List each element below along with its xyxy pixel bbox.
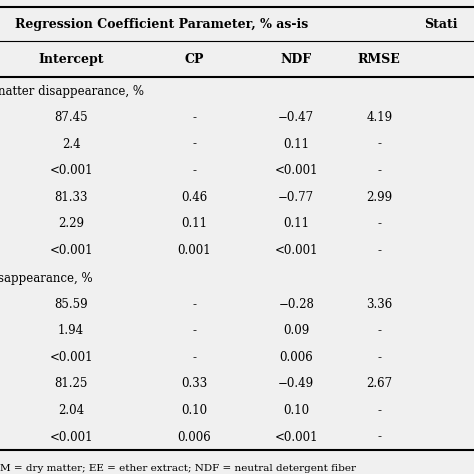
Text: -: - <box>377 430 381 444</box>
Text: 0.46: 0.46 <box>181 191 208 204</box>
Text: 1.94: 1.94 <box>58 324 84 337</box>
Text: 0.006: 0.006 <box>177 430 211 444</box>
Text: RMSE: RMSE <box>358 53 401 65</box>
Text: 81.25: 81.25 <box>55 377 88 391</box>
Text: -: - <box>377 404 381 417</box>
Text: −0.49: −0.49 <box>278 377 314 391</box>
Text: <0.001: <0.001 <box>49 244 93 257</box>
Text: <0.001: <0.001 <box>49 164 93 177</box>
Text: Intercept: Intercept <box>38 53 104 65</box>
Text: 0.10: 0.10 <box>283 404 310 417</box>
Text: -: - <box>377 164 381 177</box>
Text: 2.4: 2.4 <box>62 137 81 151</box>
Text: M = dry matter; EE = ether extract; NDF = neutral detergent fiber: M = dry matter; EE = ether extract; NDF … <box>0 464 356 473</box>
Text: 0.09: 0.09 <box>283 324 310 337</box>
Text: −0.28: −0.28 <box>278 298 314 311</box>
Text: <0.001: <0.001 <box>49 430 93 444</box>
Text: -: - <box>377 244 381 257</box>
Text: -: - <box>192 324 196 337</box>
Text: 0.11: 0.11 <box>283 217 309 230</box>
Text: -: - <box>192 164 196 177</box>
Text: 0.11: 0.11 <box>283 137 309 151</box>
Text: -: - <box>377 137 381 151</box>
Text: -: - <box>377 351 381 364</box>
Text: 2.04: 2.04 <box>58 404 84 417</box>
Text: 0.33: 0.33 <box>181 377 208 391</box>
Text: 0.10: 0.10 <box>181 404 208 417</box>
Text: 87.45: 87.45 <box>55 111 88 124</box>
Text: <0.001: <0.001 <box>274 244 318 257</box>
Text: −0.47: −0.47 <box>278 111 314 124</box>
Text: NDF: NDF <box>281 53 312 65</box>
Text: <0.001: <0.001 <box>49 351 93 364</box>
Text: 4.19: 4.19 <box>366 111 392 124</box>
Text: Stati: Stati <box>424 18 457 31</box>
Text: 2.67: 2.67 <box>366 377 392 391</box>
Text: 3.36: 3.36 <box>366 298 392 311</box>
Text: sappearance, %: sappearance, % <box>0 272 92 285</box>
Text: Regression Coefficient Parameter, % as-is: Regression Coefficient Parameter, % as-i… <box>15 18 308 31</box>
Text: −0.77: −0.77 <box>278 191 314 204</box>
Text: CP: CP <box>184 53 204 65</box>
Text: -: - <box>377 324 381 337</box>
Text: natter disappearance, %: natter disappearance, % <box>0 85 144 99</box>
Text: 85.59: 85.59 <box>55 298 88 311</box>
Text: -: - <box>192 137 196 151</box>
Text: 2.29: 2.29 <box>58 217 84 230</box>
Text: <0.001: <0.001 <box>274 164 318 177</box>
Text: 0.006: 0.006 <box>279 351 313 364</box>
Text: 0.11: 0.11 <box>182 217 207 230</box>
Text: -: - <box>377 217 381 230</box>
Text: 2.99: 2.99 <box>366 191 392 204</box>
Text: -: - <box>192 111 196 124</box>
Text: 81.33: 81.33 <box>55 191 88 204</box>
Text: -: - <box>192 298 196 311</box>
Text: <0.001: <0.001 <box>274 430 318 444</box>
Text: -: - <box>192 351 196 364</box>
Text: 0.001: 0.001 <box>178 244 211 257</box>
